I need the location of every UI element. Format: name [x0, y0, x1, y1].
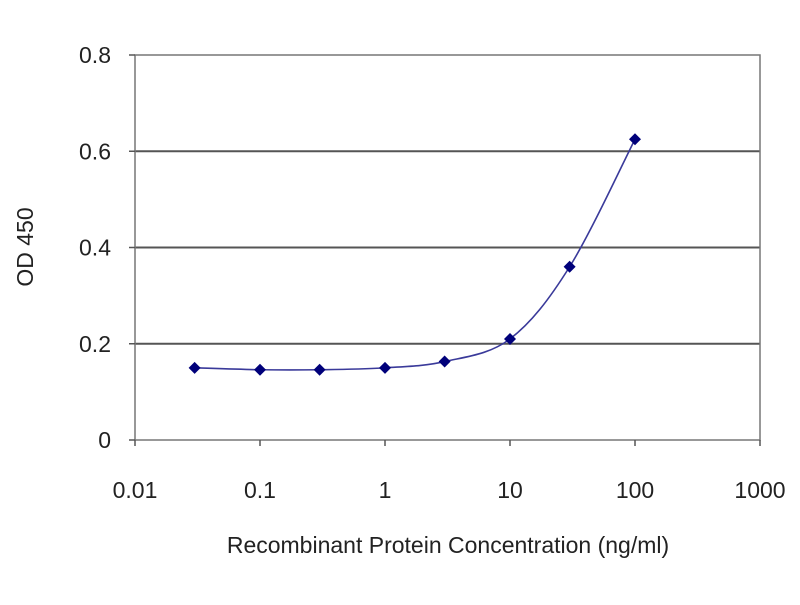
y-tick-label: 0.8 [79, 42, 111, 68]
data-point [379, 361, 391, 374]
x-tick-label: 1000 [734, 477, 785, 503]
x-axis: 0.01 0.1 1 10 100 1000 [113, 440, 786, 503]
data-point [254, 363, 266, 376]
y-tick-label: 0.6 [79, 138, 111, 164]
x-tick-label: 0.01 [113, 477, 158, 503]
data-point [313, 363, 326, 376]
x-tick-label: 0.1 [244, 477, 276, 503]
x-tick-label: 100 [616, 477, 654, 503]
data-point [438, 355, 451, 368]
y-axis: 0 0.2 0.4 0.6 0.8 [79, 42, 135, 453]
data-point [188, 361, 201, 374]
y-tick-label: 0 [98, 427, 111, 453]
y-tick-label: 0.2 [79, 331, 111, 357]
y-tick-label: 0.4 [79, 235, 111, 261]
data-points [188, 133, 641, 376]
series-line [194, 138, 636, 371]
data-point [504, 332, 516, 345]
data-point [563, 260, 576, 273]
data-point [629, 133, 641, 146]
x-tick-label: 1 [379, 477, 392, 503]
x-axis-label: Recombinant Protein Concentration (ng/ml… [227, 532, 669, 558]
x-tick-label: 10 [497, 477, 523, 503]
y-axis-label: OD 450 [12, 207, 38, 286]
gridlines [135, 150, 760, 345]
